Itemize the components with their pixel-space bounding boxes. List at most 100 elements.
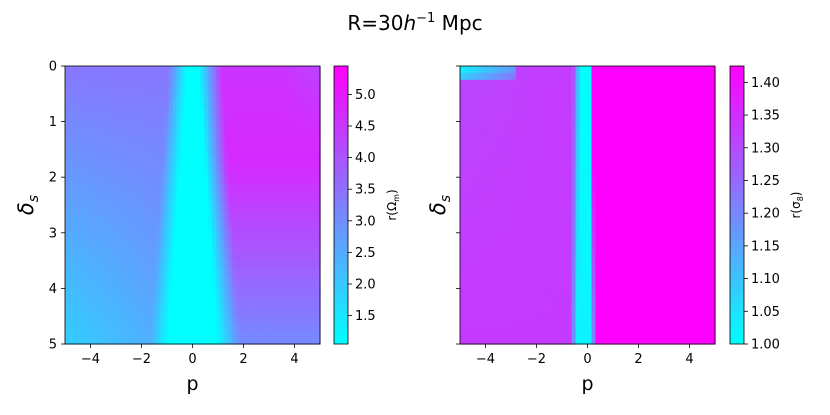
heatmap-cell <box>507 135 513 144</box>
heatmap-cell <box>643 100 648 109</box>
heatmap-cell <box>515 267 521 276</box>
heatmap-cell <box>487 93 493 102</box>
heatmap-cell <box>228 295 233 303</box>
heatmap-cell <box>260 79 265 88</box>
heatmap-cell <box>571 135 577 144</box>
heatmap-cell <box>76 156 82 164</box>
heatmap-cell <box>463 246 469 255</box>
heatmap-cell <box>539 191 545 199</box>
heatmap-cell <box>172 260 178 269</box>
heatmap-cell <box>539 100 545 109</box>
heatmap-cell <box>651 66 656 74</box>
heatmap-cell <box>100 288 106 296</box>
heatmap-cell <box>595 135 601 144</box>
heatmap-cell <box>260 135 265 144</box>
heatmap-cell <box>200 288 206 296</box>
heatmap-cell <box>463 232 469 241</box>
heatmap-cell <box>663 163 668 171</box>
heatmap-cell <box>308 79 313 88</box>
heatmap-cell <box>599 309 605 317</box>
heatmap-cell <box>228 100 233 109</box>
heatmap-cell <box>128 281 134 289</box>
heatmap-cell <box>603 302 609 310</box>
heatmap-cell <box>308 323 313 331</box>
heatmap-cell <box>467 93 473 102</box>
heatmap-cell <box>547 211 553 220</box>
heatmap-cell <box>487 191 493 199</box>
heatmap-cell <box>212 177 217 185</box>
heatmap-cell <box>296 66 301 74</box>
heatmap-cell <box>543 246 549 255</box>
heatmap-cell <box>152 246 158 255</box>
heatmap-cell <box>100 225 106 234</box>
heatmap-cell <box>176 323 182 331</box>
heatmap-cell <box>92 337 98 345</box>
heatmap-cell <box>463 163 469 171</box>
heatmap-cell <box>216 72 221 81</box>
heatmap-cell <box>531 267 537 276</box>
heatmap-cell <box>65 267 70 276</box>
heatmap-cell <box>575 288 581 296</box>
heatmap-cell <box>463 295 469 303</box>
heatmap-cell <box>148 142 154 150</box>
heatmap-cell <box>268 184 273 192</box>
heatmap-cell <box>168 253 174 262</box>
heatmap-cell <box>228 337 233 345</box>
heatmap-cell <box>471 309 477 317</box>
heatmap-cell <box>172 218 178 227</box>
heatmap-cell <box>168 86 174 95</box>
heatmap-cell <box>711 239 716 248</box>
heatmap-cell <box>180 191 186 199</box>
heatmap-cell <box>659 295 664 303</box>
heatmap-cell <box>200 274 206 283</box>
heatmap-cell <box>80 239 86 248</box>
heatmap-cell <box>284 337 289 345</box>
heatmap-cell <box>204 135 210 144</box>
heatmap-cell <box>471 86 477 95</box>
heatmap-cell <box>539 142 545 150</box>
heatmap-cell <box>188 93 194 102</box>
heatmap-cell <box>635 211 640 220</box>
heatmap-cell <box>312 163 317 171</box>
heatmap-cell <box>663 170 668 178</box>
heatmap-cell <box>515 100 521 109</box>
heatmap-cell <box>104 191 110 199</box>
heatmap-cell <box>707 66 712 74</box>
heatmap-cell <box>192 191 198 199</box>
heatmap-cell <box>487 121 493 130</box>
heatmap-cell <box>216 128 221 137</box>
heatmap-cell <box>703 260 708 269</box>
heatmap-cell <box>276 239 281 248</box>
heatmap-cell <box>639 260 644 269</box>
heatmap-cell <box>523 135 529 144</box>
heatmap-cell <box>511 260 517 269</box>
heatmap-cell <box>487 302 493 310</box>
heatmap-cell <box>256 142 261 150</box>
heatmap-cell <box>192 205 198 213</box>
heatmap-cell <box>695 66 700 74</box>
heatmap-cell <box>148 288 154 296</box>
heatmap-cell <box>587 260 593 269</box>
heatmap-cell <box>703 114 708 123</box>
heatmap-cell <box>100 295 106 303</box>
heatmap-cell <box>120 260 126 269</box>
heatmap-cell <box>168 66 174 74</box>
heatmap-cell <box>503 184 509 192</box>
heatmap-cell <box>108 177 114 185</box>
heatmap-cell <box>132 184 138 192</box>
heatmap-cell <box>316 142 321 150</box>
heatmap-cell <box>172 156 178 164</box>
heatmap-cell <box>92 93 98 102</box>
heatmap-cell <box>84 239 90 248</box>
heatmap-cell <box>527 260 533 269</box>
heatmap-cell <box>96 205 102 213</box>
heatmap-cell <box>112 184 118 192</box>
heatmap-cell <box>599 177 605 185</box>
heatmap-cell <box>543 184 549 192</box>
heatmap-cell <box>495 295 501 303</box>
heatmap-cell <box>667 100 672 109</box>
heatmap-cell <box>479 323 485 331</box>
heatmap-cell <box>128 323 134 331</box>
heatmap-cell <box>296 177 301 185</box>
heatmap-cell <box>88 114 94 123</box>
